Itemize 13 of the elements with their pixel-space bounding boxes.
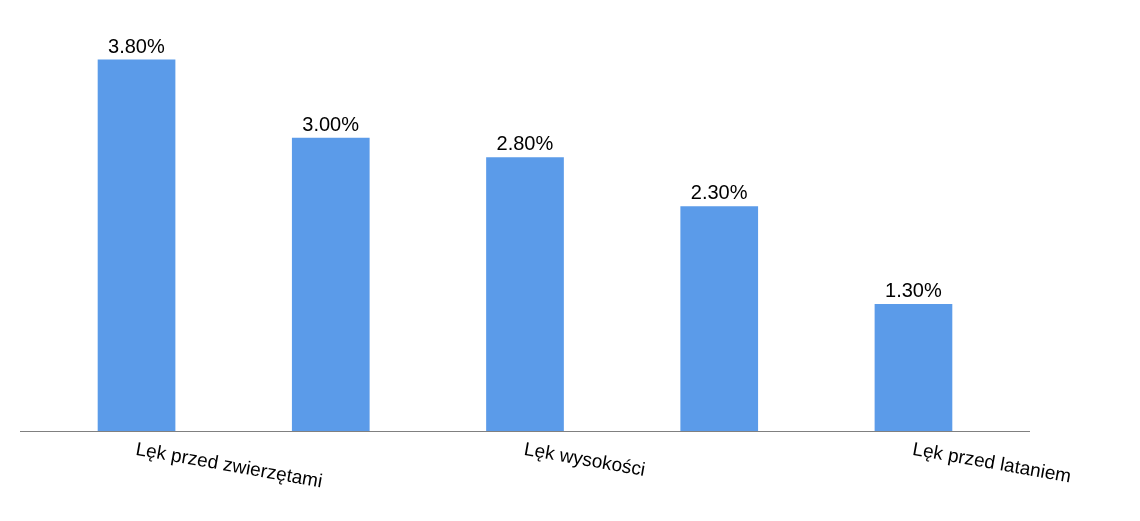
x-tick-label: Lęk wysokości [522, 437, 647, 480]
bar [486, 157, 564, 431]
x-tick-label: Lęk przed zwierzętami [134, 437, 324, 492]
bar [291, 137, 370, 431]
bar [97, 59, 176, 431]
bar [680, 206, 759, 431]
data-label: 3.80% [108, 34, 165, 57]
x-tick-label: Lęk przed lataniem [911, 437, 1073, 487]
data-label: 3.00% [302, 112, 360, 135]
data-label: 2.80% [496, 132, 554, 155]
data-label: 2.30% [690, 181, 748, 204]
bar [874, 303, 953, 431]
data-label: 1.30% [885, 278, 942, 301]
